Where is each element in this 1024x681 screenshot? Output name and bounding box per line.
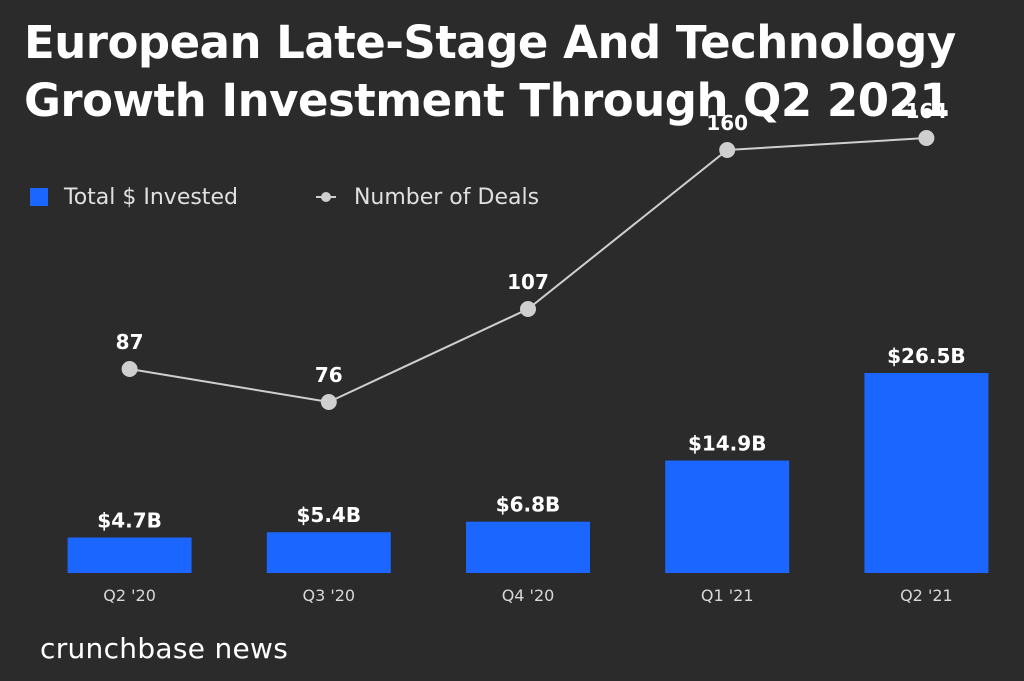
deals-value-label-5: 164 [906, 99, 948, 123]
bar-value-label-1: $4.7B [97, 509, 162, 533]
bar-1 [67, 537, 192, 573]
deals-value-label-4: 160 [706, 111, 748, 135]
x-tick-label-4: Q1 '21 [701, 586, 754, 605]
bar-5 [864, 373, 989, 573]
deals-point-3 [520, 301, 536, 317]
bar-4 [665, 460, 790, 573]
brand-logo-text: crunchbase news [40, 632, 289, 665]
bar-2 [266, 532, 391, 573]
bar-value-label-5: $26.5B [887, 344, 966, 368]
legend-item-number-of-deals: Number of Deals [315, 184, 540, 210]
legend-label-total-invested: Total $ Invested [64, 184, 238, 210]
deals-point-2 [320, 394, 337, 410]
x-tick-label-3: Q4 '20 [502, 586, 555, 605]
legend-label-number-of-deals: Number of Deals [353, 184, 540, 210]
line-marker-icon [315, 191, 336, 203]
deals-value-label-3: 107 [507, 270, 549, 294]
legend-item-total-invested: Total $ Invested [30, 185, 238, 210]
deals-point-1 [121, 361, 138, 377]
x-tick-label-2: Q3 '20 [302, 586, 355, 605]
deals-point-4 [719, 142, 736, 158]
bar-swatch-icon [30, 188, 48, 206]
bar-value-label-3: $6.8B [496, 493, 561, 517]
bar-value-label-2: $5.4B [297, 503, 362, 527]
x-tick-label-5: Q2 '21 [900, 586, 953, 605]
bar-value-label-4: $14.9B [688, 432, 767, 456]
deals-value-label-1: 87 [116, 330, 144, 354]
legend: Total $ Invested Number of Deals [30, 182, 617, 212]
x-tick-label-1: Q2 '20 [103, 586, 156, 605]
bar-3 [466, 521, 590, 573]
deals-point-5 [918, 130, 935, 146]
chart-title: European Late-Stage And Technology Growt… [24, 16, 956, 127]
deals-value-label-2: 76 [315, 363, 343, 387]
